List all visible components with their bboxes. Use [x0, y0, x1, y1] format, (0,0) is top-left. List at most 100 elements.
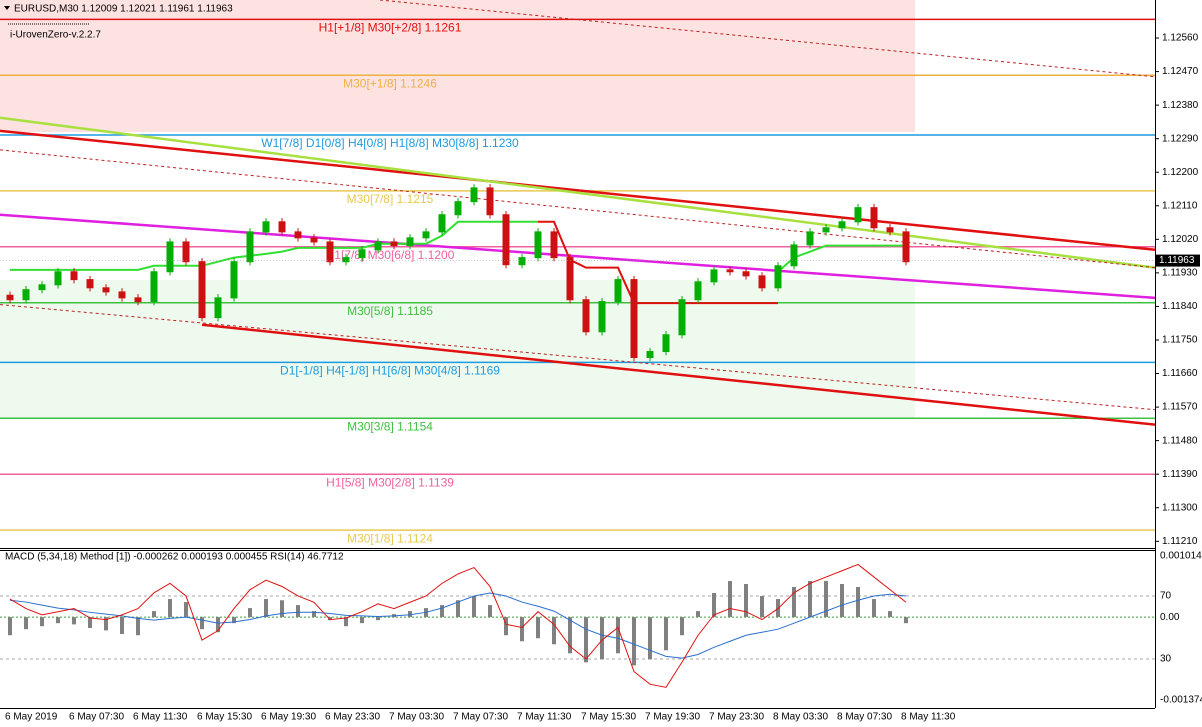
candle-body	[614, 279, 622, 303]
macd-bar	[440, 605, 444, 618]
y-tick-label: 1.11660	[1162, 368, 1198, 379]
symbol-header: EURUSD,M30 1.12009 1.12021 1.11961 1.119…	[14, 4, 233, 15]
candle-body	[550, 231, 558, 259]
x-tick-label: 6 May 11:30	[133, 712, 188, 723]
macd-bar	[296, 605, 300, 618]
macd-bar	[552, 617, 556, 645]
candle-body	[646, 351, 654, 359]
macd-tick-label: 0.00	[1160, 612, 1180, 623]
y-tick-label: 1.11840	[1162, 301, 1198, 312]
candle-body	[214, 297, 222, 319]
step-line	[538, 220, 778, 305]
macd-bar	[600, 617, 604, 660]
y-tick-label: 1.11300	[1162, 502, 1198, 513]
macd-bar	[872, 599, 876, 618]
macd-bar	[104, 617, 108, 631]
y-tick-label: 1.12290	[1162, 133, 1199, 144]
macd-bar	[728, 580, 732, 618]
x-tick-label: 6 May 23:30	[325, 712, 380, 723]
candle-body	[262, 221, 270, 233]
y-tick-label: 1.12110	[1162, 200, 1198, 211]
trend-line	[0, 116, 1155, 269]
macd-bar	[824, 580, 828, 618]
macd-bar	[680, 617, 684, 636]
candle-body	[166, 241, 174, 273]
candle-body	[598, 301, 606, 333]
candle-body	[102, 287, 110, 293]
x-tick-label: 7 May 11:30	[517, 712, 572, 723]
upper-zone	[0, 0, 915, 132]
indicator-line	[9, 563, 907, 688]
sub-plot	[0, 563, 1155, 688]
y-tick-label: 1.11570	[1162, 402, 1198, 413]
level-label: H1[5/8] M30[2/8] 1.1139	[326, 475, 454, 489]
candle-body	[54, 271, 62, 286]
macd-bar	[184, 602, 188, 618]
macd-tick-label: 0.001014	[1160, 551, 1202, 562]
macd-bar	[616, 617, 620, 654]
macd-bar	[168, 599, 172, 618]
candle-body	[902, 231, 910, 263]
candle-body	[406, 237, 414, 247]
x-tick-label: 6 May 15:30	[197, 712, 252, 723]
macd-bar	[88, 617, 92, 628]
x-tick-label: 6 May 07:30	[69, 712, 124, 723]
trend-line	[0, 149, 1155, 269]
candle-body	[630, 279, 638, 359]
macd-bar	[280, 600, 284, 618]
macd-bar	[744, 583, 748, 618]
macd-bar	[536, 617, 540, 639]
candle-body	[86, 279, 94, 289]
candle-body	[310, 237, 318, 243]
y-tick-label: 1.11930	[1162, 268, 1198, 279]
y-tick-label: 1.11390	[1162, 469, 1198, 480]
y-tick-label: 1.11480	[1162, 435, 1198, 446]
axes: 1.12560 1.12470 1.12380 1.12290 1.12200 1.121…	[0, 33, 1202, 723]
macd-bar	[664, 617, 668, 651]
candle-body	[694, 281, 702, 301]
y-tick-label: 1.12380	[1162, 100, 1199, 111]
candle-body	[134, 297, 142, 303]
macd-bar	[488, 605, 492, 618]
macd-bar	[696, 611, 700, 618]
candle-body	[342, 257, 350, 263]
candle-body	[390, 241, 398, 247]
macd-bar	[472, 596, 476, 618]
candle-body	[758, 275, 766, 289]
candle-body	[854, 207, 862, 223]
x-tick-label: 7 May 07:30	[453, 712, 508, 723]
candle-body	[118, 291, 126, 299]
macd-bar	[840, 583, 844, 618]
x-tick-label: 7 May 19:30	[645, 712, 700, 723]
menu-arrow[interactable]	[4, 6, 10, 10]
y-tick-label: 1.11210	[1162, 536, 1198, 547]
candle-body	[438, 214, 446, 233]
macd-bar	[568, 617, 572, 654]
macd-bar	[344, 617, 348, 627]
candle-body	[198, 261, 206, 319]
macd-bar	[904, 617, 908, 624]
level-label: H1[+1/8] M30[+2/8] 1.1261	[319, 21, 462, 35]
macd-bar	[152, 611, 156, 618]
candle-body	[790, 244, 798, 267]
last-price-box	[1156, 254, 1200, 267]
candle-body	[502, 214, 510, 266]
x-tick-label: 8 May 11:30	[901, 712, 956, 723]
candle-body	[422, 231, 430, 239]
candle-body	[150, 271, 158, 303]
macd-bar	[520, 617, 524, 642]
candle-body	[470, 187, 478, 203]
candle-body	[742, 271, 750, 277]
candle-body	[886, 227, 894, 233]
macd-bar	[312, 611, 316, 618]
candle-body	[566, 257, 574, 301]
trend-line	[201, 323, 1155, 426]
candle-body	[70, 271, 78, 281]
macd-bar	[72, 617, 76, 625]
candle-body	[518, 257, 526, 266]
level-label: M30[1/8] 1.1124	[347, 531, 433, 545]
level-label: D1[-1/8] H4[-1/8] H1[6/8] M30[4/8] 1.116…	[280, 364, 500, 378]
trend-line	[379, 0, 1155, 78]
candle-body	[726, 269, 734, 273]
step-line	[777, 244, 906, 273]
